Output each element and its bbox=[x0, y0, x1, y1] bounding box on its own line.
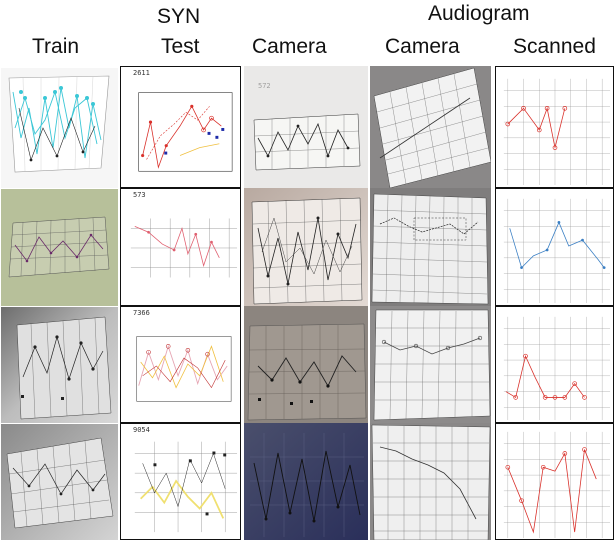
audiogram-camera-image-3 bbox=[370, 306, 491, 423]
syn-header: SYN bbox=[157, 5, 201, 28]
syn-label-3: 7366 bbox=[133, 309, 150, 317]
syn-chart-1 bbox=[138, 92, 233, 172]
syn-chart-4 bbox=[134, 441, 238, 533]
train-chart-3 bbox=[1, 307, 118, 423]
audiogram-camera-chart-3 bbox=[370, 306, 491, 423]
audiogram-scanned-image-3 bbox=[495, 306, 614, 423]
train-image-2 bbox=[1, 189, 118, 306]
audiogram-scanned-chart-2 bbox=[503, 198, 611, 304]
test-header: Test bbox=[161, 35, 200, 58]
audiogram-scanned-image-1 bbox=[495, 66, 614, 188]
audiogram-camera-image-2 bbox=[370, 188, 491, 306]
train-header: Train bbox=[32, 35, 80, 58]
syn-label-2: 573 bbox=[133, 191, 146, 199]
syn-label-1: 2611 bbox=[133, 69, 150, 77]
train-chart-4 bbox=[1, 424, 118, 540]
camera-image-2 bbox=[244, 188, 368, 306]
train-chart-2 bbox=[1, 189, 118, 306]
audiogram-camera-image-1 bbox=[370, 66, 491, 188]
audiogram-camera-chart-1 bbox=[370, 66, 491, 188]
syn-image-2: 573 bbox=[120, 188, 241, 306]
audiogram-camera-chart-2 bbox=[370, 188, 491, 306]
syn-image-4: 9054 bbox=[120, 423, 241, 540]
syn-chart-3 bbox=[136, 336, 232, 402]
syn-chart-2 bbox=[130, 218, 238, 278]
train-image-1 bbox=[1, 68, 118, 188]
audiogram-scanned-image-2 bbox=[495, 188, 614, 306]
camera-header: Camera bbox=[252, 35, 327, 58]
train-chart-1 bbox=[1, 68, 118, 188]
audiogram-scanned-chart-4 bbox=[503, 431, 611, 539]
camera-chart-3 bbox=[244, 306, 368, 423]
audiogram-scanned-header: Scanned bbox=[513, 35, 596, 58]
camera-chart-1 bbox=[244, 66, 368, 188]
syn-image-3: 7366 bbox=[120, 306, 241, 423]
camera-chart-4 bbox=[244, 423, 368, 540]
audiogram-header: Audiogram bbox=[428, 2, 530, 25]
audiogram-camera-header: Camera bbox=[385, 35, 460, 58]
audiogram-camera-chart-4 bbox=[370, 423, 491, 540]
audiogram-camera-image-4 bbox=[370, 423, 491, 540]
camera-image-4: 373 bbox=[244, 423, 368, 540]
train-image-3 bbox=[1, 307, 118, 423]
audiogram-scanned-chart-3 bbox=[503, 316, 611, 421]
camera-chart-2 bbox=[244, 188, 368, 306]
camera-image-3: 321 bbox=[244, 306, 368, 423]
audiogram-scanned-chart-1 bbox=[503, 78, 611, 186]
camera-image-1: 572 bbox=[244, 66, 368, 188]
syn-label-4: 9054 bbox=[133, 426, 150, 434]
audiogram-scanned-image-4 bbox=[495, 423, 614, 540]
syn-image-1: 2611 bbox=[120, 66, 241, 188]
train-image-4 bbox=[1, 424, 118, 540]
